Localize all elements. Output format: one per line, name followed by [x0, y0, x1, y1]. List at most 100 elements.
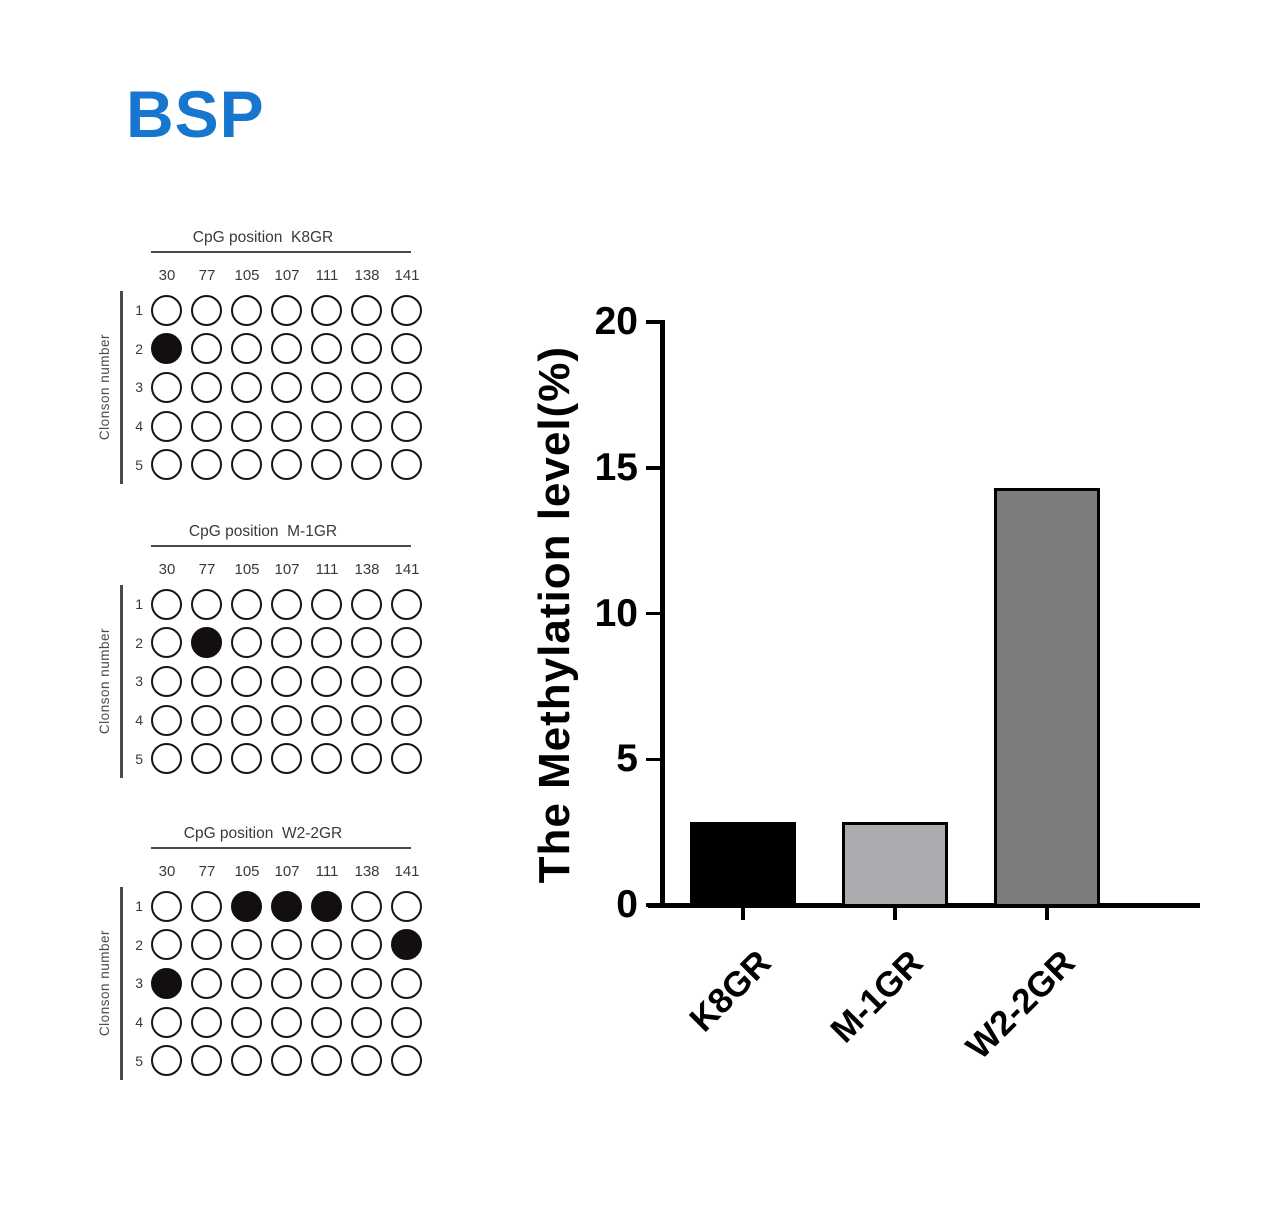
- unmethylated-cpg-dot: [350, 1045, 382, 1077]
- clone-number-label: 1: [135, 898, 143, 915]
- cpg-position-label: 141: [394, 863, 420, 880]
- clone-row: 2: [123, 926, 426, 965]
- unmethylated-cpg-dot: [190, 1045, 222, 1077]
- unmethylated-cpg-dot: [270, 588, 302, 620]
- unmethylated-cpg-dot: [270, 410, 302, 442]
- cpg-position-label: 77: [198, 267, 216, 284]
- y-axis-tick-label: 20: [594, 300, 638, 343]
- unmethylated-cpg-dot: [230, 294, 262, 326]
- unmethylated-cpg-dot: [230, 967, 262, 999]
- clone-number-label: 4: [135, 418, 143, 435]
- dotplot-m-1gr: CpG position M-1GR 30 77 105 107 111 138 141 C…: [88, 516, 438, 778]
- figure-title: BSP: [126, 77, 265, 151]
- unmethylated-cpg-dot: [190, 449, 222, 481]
- unmethylated-cpg-dot: [350, 333, 382, 365]
- clone-row: 5: [123, 1041, 426, 1080]
- unmethylated-cpg-dot: [390, 333, 422, 365]
- clone-number-label: 1: [135, 302, 143, 319]
- unmethylated-cpg-dot: [190, 371, 222, 403]
- cpg-position-label: 30: [158, 561, 176, 578]
- unmethylated-cpg-dot: [270, 333, 302, 365]
- unmethylated-cpg-dot: [190, 929, 222, 961]
- dotplot-row-axis-label: Clonson number: [88, 291, 120, 484]
- unmethylated-cpg-dot: [150, 890, 182, 922]
- unmethylated-cpg-dot: [390, 967, 422, 999]
- methylated-cpg-dot: [230, 890, 262, 922]
- dotplot-k8gr: CpG position K8GR 30 77 105 107 111 138 141 Cl…: [88, 222, 438, 484]
- unmethylated-cpg-dot: [150, 627, 182, 659]
- unmethylated-cpg-dot: [310, 371, 342, 403]
- dotplot-title: CpG position K8GR: [192, 229, 334, 246]
- unmethylated-cpg-dot: [190, 333, 222, 365]
- cpg-position-label: 107: [274, 267, 300, 284]
- unmethylated-cpg-dot: [350, 1006, 382, 1038]
- cpg-position-label: 105: [234, 267, 260, 284]
- unmethylated-cpg-dot: [310, 1045, 342, 1077]
- cpg-position-label: 141: [394, 561, 420, 578]
- unmethylated-cpg-dot: [150, 294, 182, 326]
- unmethylated-cpg-dot: [390, 890, 422, 922]
- dotplot-row-axis-line: [120, 291, 123, 484]
- unmethylated-cpg-dot: [190, 588, 222, 620]
- clone-row: 3: [123, 368, 426, 407]
- unmethylated-cpg-dot: [150, 588, 182, 620]
- clone-number-label: 5: [135, 456, 143, 473]
- clone-row: 3: [123, 662, 426, 701]
- unmethylated-cpg-dot: [150, 1045, 182, 1077]
- dotplot-row-axis-label: Clonson number: [88, 585, 120, 778]
- x-axis-category-label: M-1GR: [823, 943, 931, 1051]
- unmethylated-cpg-dot: [310, 333, 342, 365]
- unmethylated-cpg-dot: [350, 704, 382, 736]
- unmethylated-cpg-dot: [310, 627, 342, 659]
- unmethylated-cpg-dot: [270, 929, 302, 961]
- dotplot-title-underline: [151, 847, 411, 849]
- unmethylated-cpg-dot: [350, 294, 382, 326]
- cpg-position-label: 77: [198, 863, 216, 880]
- y-axis-tick: [646, 903, 661, 907]
- cpg-position-label: 138: [354, 267, 380, 284]
- dotplot-column-headers: 30 77 105 107 111 138 141: [147, 267, 438, 285]
- y-axis-tick: [646, 320, 661, 324]
- unmethylated-cpg-dot: [310, 929, 342, 961]
- unmethylated-cpg-dot: [230, 1006, 262, 1038]
- unmethylated-cpg-dot: [310, 665, 342, 697]
- cpg-position-label: 141: [394, 267, 420, 284]
- unmethylated-cpg-dot: [350, 410, 382, 442]
- methylated-cpg-dot: [390, 929, 422, 961]
- clone-row: 2: [123, 330, 426, 369]
- cpg-position-label: 138: [354, 863, 380, 880]
- dotplot-row-axis-line: [120, 585, 123, 778]
- unmethylated-cpg-dot: [270, 665, 302, 697]
- bar-m-1gr: [842, 821, 948, 907]
- unmethylated-cpg-dot: [230, 665, 262, 697]
- clone-number-label: 2: [135, 340, 143, 357]
- cpg-position-label: 30: [158, 863, 176, 880]
- unmethylated-cpg-dot: [350, 627, 382, 659]
- clone-number-label: 4: [135, 1014, 143, 1031]
- unmethylated-cpg-dot: [150, 665, 182, 697]
- unmethylated-cpg-dot: [310, 294, 342, 326]
- methylated-cpg-dot: [150, 967, 182, 999]
- unmethylated-cpg-dot: [230, 743, 262, 775]
- clone-number-label: 1: [135, 596, 143, 613]
- cpg-position-label: 111: [315, 267, 339, 284]
- dotplot-column-headers: 30 77 105 107 111 138 141: [147, 561, 438, 579]
- unmethylated-cpg-dot: [350, 449, 382, 481]
- unmethylated-cpg-dot: [390, 1045, 422, 1077]
- cpg-position-label: 105: [234, 561, 260, 578]
- unmethylated-cpg-dot: [190, 743, 222, 775]
- unmethylated-cpg-dot: [390, 294, 422, 326]
- x-axis-category-label: K8GR: [682, 943, 779, 1040]
- clone-number-label: 5: [135, 750, 143, 767]
- dotplot-body: Clonson number 1 2 3 4 5: [88, 887, 438, 1080]
- clone-number-label: 5: [135, 1052, 143, 1069]
- unmethylated-cpg-dot: [310, 1006, 342, 1038]
- clone-row: 5: [123, 445, 426, 484]
- unmethylated-cpg-dot: [230, 704, 262, 736]
- bar-w2-2gr: [994, 488, 1100, 907]
- cpg-position-label: 107: [274, 863, 300, 880]
- methylated-cpg-dot: [270, 890, 302, 922]
- clone-row: 4: [123, 407, 426, 446]
- unmethylated-cpg-dot: [190, 665, 222, 697]
- unmethylated-cpg-dot: [350, 588, 382, 620]
